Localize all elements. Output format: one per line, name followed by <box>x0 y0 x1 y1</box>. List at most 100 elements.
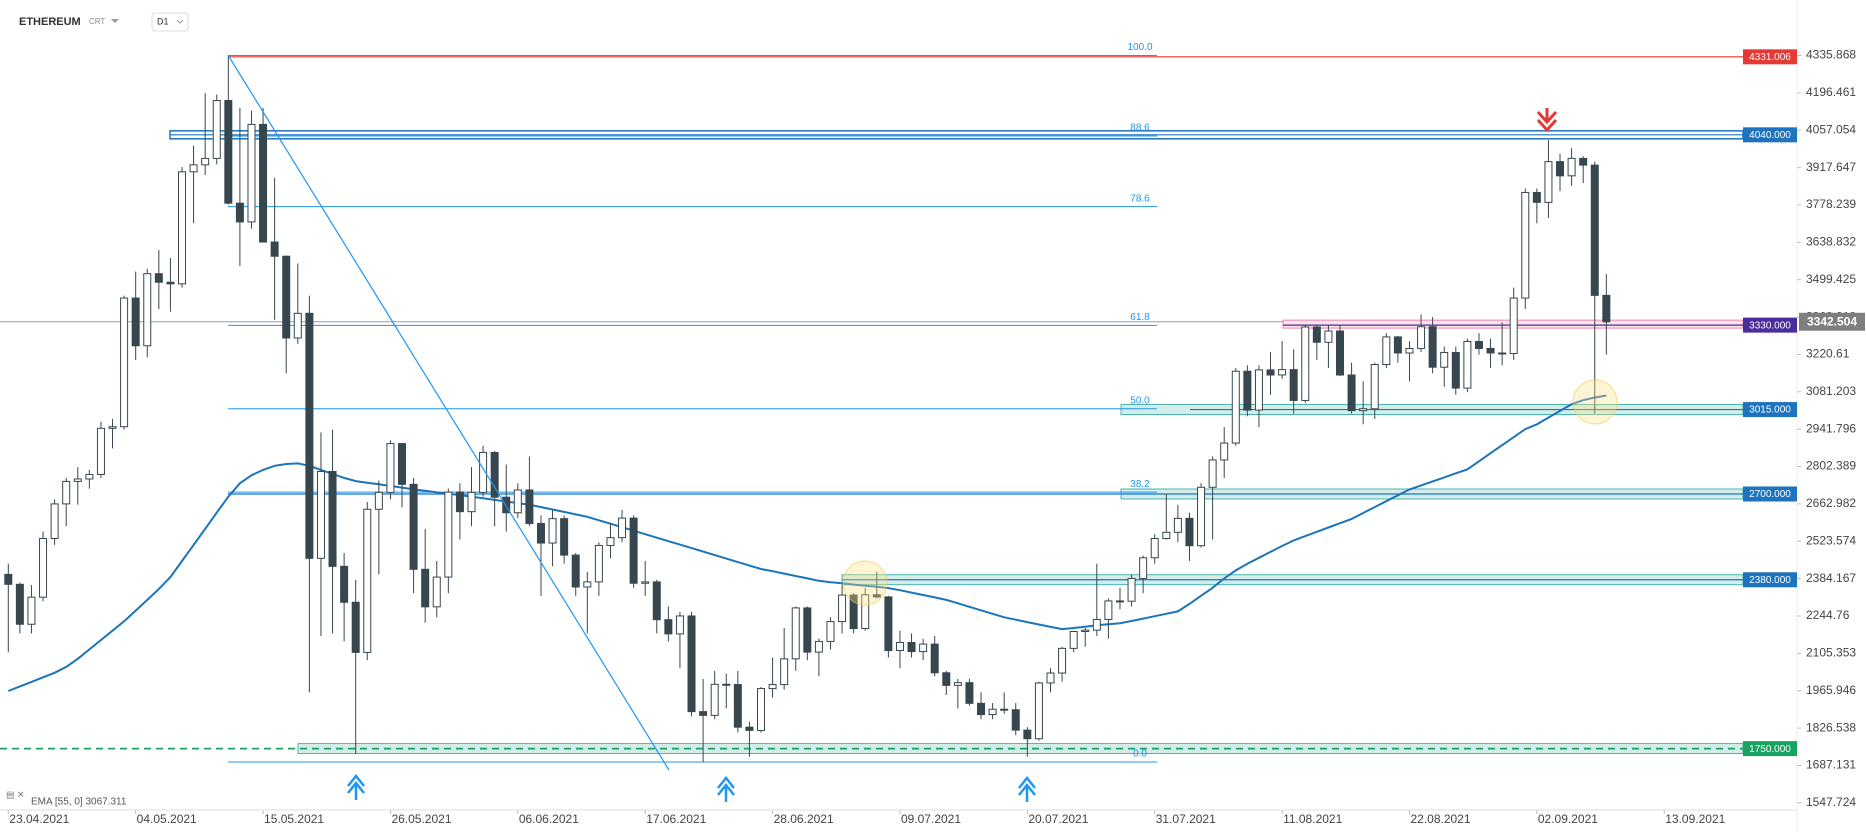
candle-body <box>1336 330 1344 376</box>
fib-label: 50.0 <box>1130 395 1150 406</box>
candle-body <box>409 483 418 570</box>
candle-body <box>1428 326 1437 368</box>
candle-body <box>513 489 522 514</box>
candle-body <box>1139 557 1148 579</box>
level-tag-label: 2380.000 <box>1749 575 1791 586</box>
candle-body <box>85 473 94 480</box>
candle-body <box>131 297 140 347</box>
candle-body <box>62 480 71 505</box>
candle-body <box>455 491 464 513</box>
candle-body <box>1474 340 1483 349</box>
y-tick-label: 2802.389 <box>1806 459 1856 473</box>
candle-body <box>652 581 661 621</box>
legend-icons[interactable]: ▤ ✕ <box>6 789 25 799</box>
price-tag-label: 3342.504 <box>1807 314 1857 328</box>
candle-body <box>270 241 279 257</box>
candle-body <box>1127 577 1136 602</box>
candle-body <box>977 702 986 716</box>
level-tag <box>1743 317 1797 333</box>
level-tag-label: 3015.000 <box>1749 405 1791 416</box>
candle-body <box>1150 537 1159 559</box>
x-tick-label: 17.06.2021 <box>646 812 706 826</box>
candle-body <box>1347 374 1356 412</box>
candle-body <box>1370 364 1379 410</box>
candle-body <box>768 684 777 690</box>
y-tick-label: 3638.832 <box>1806 235 1856 249</box>
symbol: ETHEREUM <box>19 16 81 28</box>
x-tick-label: 31.07.2021 <box>1156 812 1216 826</box>
y-tick-label: 3081.203 <box>1806 384 1856 398</box>
candle-body <box>1046 672 1055 684</box>
candle-body <box>953 682 962 686</box>
candle-body <box>629 517 638 584</box>
x-tick-label: 23.04.2021 <box>9 812 69 826</box>
caret[interactable] <box>111 19 119 23</box>
candle-body <box>96 427 105 475</box>
candle-body <box>166 281 175 285</box>
candle-body <box>571 554 580 588</box>
candle-body <box>803 607 812 653</box>
candle-body <box>305 312 314 559</box>
y-tick-label: 2662.982 <box>1806 496 1856 510</box>
candle-body <box>965 682 974 704</box>
ema-line <box>7 394 1607 692</box>
candle-body <box>1000 708 1009 711</box>
candle-body <box>235 202 244 223</box>
candle-body <box>710 683 719 716</box>
candle-body <box>1266 369 1275 376</box>
up-arrow <box>347 773 365 800</box>
y-tick-label: 2384.167 <box>1806 571 1856 585</box>
fib-label: 78.6 <box>1130 193 1150 204</box>
x-tick-label: 13.09.2021 <box>1665 812 1725 826</box>
candle-body <box>178 171 186 285</box>
candle-body <box>1081 629 1090 632</box>
candle-body <box>490 451 499 498</box>
y-tick-label: 3917.647 <box>1806 160 1856 174</box>
candle-body <box>224 100 233 204</box>
caret <box>176 19 184 24</box>
candle-body <box>201 157 210 166</box>
candle-body <box>259 123 268 243</box>
candle-body <box>1498 352 1507 355</box>
candle-body <box>120 297 129 428</box>
up-arrow <box>717 775 735 802</box>
up-arrows <box>347 773 1036 802</box>
level-tag <box>1743 572 1797 588</box>
candle-body <box>73 478 82 482</box>
candle-body <box>1115 600 1124 603</box>
candle-body <box>154 273 163 283</box>
up-arrow <box>1018 775 1036 802</box>
y-tick-label: 4196.461 <box>1806 85 1856 99</box>
candle-body <box>618 517 627 539</box>
price-tag <box>1799 312 1865 331</box>
level-tag <box>1743 127 1797 143</box>
candle-body <box>1324 330 1333 343</box>
interval: D1 <box>157 16 169 26</box>
candle-body <box>1521 191 1530 299</box>
candle-body <box>1278 369 1287 376</box>
candle-body <box>1579 157 1588 166</box>
x-tick-label: 06.06.2021 <box>519 812 579 826</box>
candle-body <box>363 508 372 653</box>
candle-body <box>15 583 24 625</box>
candle-body <box>826 621 835 642</box>
candle-body <box>27 596 36 625</box>
candle-body <box>432 576 441 608</box>
level-tag-label: 4040.000 <box>1749 130 1791 141</box>
candle-body <box>791 607 800 660</box>
candle-body <box>1393 336 1402 354</box>
interval-select[interactable] <box>151 12 189 32</box>
level-tag <box>1743 49 1797 65</box>
y-tick-label: 3499.425 <box>1806 272 1856 286</box>
instrument-type: CRT <box>89 17 105 26</box>
candle-body <box>907 641 916 653</box>
candle-body <box>328 470 337 567</box>
level-tag <box>1743 486 1797 502</box>
y-tick-label: 3778.239 <box>1806 197 1856 211</box>
candle-body <box>50 503 59 539</box>
candle-body <box>733 684 742 728</box>
candle-body <box>1532 191 1541 203</box>
fib-label: 0.0 <box>1133 749 1147 760</box>
candle-body <box>1197 486 1206 547</box>
